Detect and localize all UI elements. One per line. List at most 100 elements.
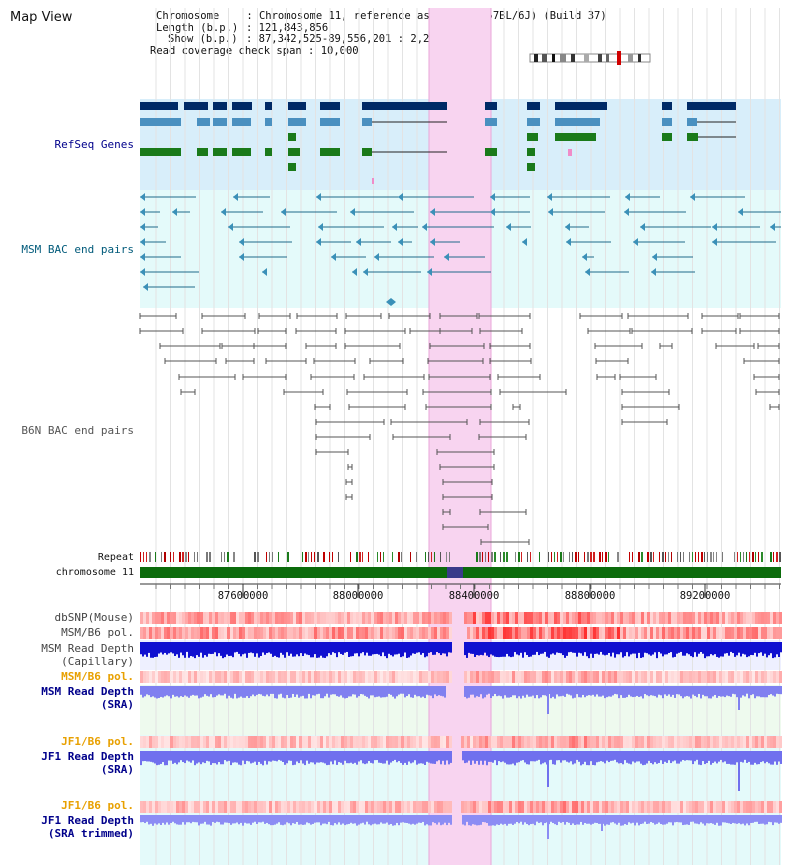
heat-cell [347, 612, 350, 624]
depth-bar [712, 751, 714, 763]
depth-bar [282, 686, 284, 698]
heat-cell [359, 612, 362, 624]
depth-bar [158, 751, 160, 765]
heat-cell [425, 801, 428, 813]
depth-bar [234, 686, 236, 694]
heat-cell [584, 627, 587, 639]
depth-bar [720, 686, 722, 697]
heat-cell [635, 736, 638, 748]
depth-bar [252, 815, 254, 823]
heat-cell [569, 627, 572, 639]
depth-bar [332, 751, 334, 765]
track-label-jf1-depth-trim[interactable]: JF1 Read Depth [41, 814, 134, 827]
depth-bar [558, 751, 560, 761]
heat-cell [146, 736, 149, 748]
heat-cell [311, 801, 314, 813]
heat-cell [611, 627, 614, 639]
repeat-element [653, 552, 654, 562]
depth-bar [300, 815, 302, 825]
depth-bar [574, 642, 576, 653]
depth-bar [768, 642, 770, 656]
track-label-jf1-pol-1[interactable]: JF1/B6 pol. [61, 735, 134, 748]
depth-bar [682, 686, 684, 699]
heat-cell [473, 612, 476, 624]
bac-end-marker [228, 223, 233, 231]
depth-bar [746, 815, 748, 824]
heat-cell [302, 801, 305, 813]
depth-bar [694, 751, 696, 762]
repeat-element [221, 552, 222, 562]
depth-bar [566, 686, 568, 694]
heat-cell [389, 612, 392, 624]
heat-cell [494, 627, 497, 639]
depth-bar [424, 751, 426, 766]
heat-cell [383, 627, 386, 639]
heat-cell [671, 671, 674, 683]
depth-bar [536, 751, 538, 761]
depth-bar [144, 686, 146, 697]
heat-cell [368, 736, 371, 748]
track-label-jf1-pol-2[interactable]: JF1/B6 pol. [61, 799, 134, 812]
depth-bar [436, 751, 438, 762]
depth-bar [692, 751, 694, 765]
depth-bar [256, 815, 258, 824]
depth-spike [547, 686, 549, 714]
heat-cell [179, 627, 182, 639]
track-label-msm-depth-sra[interactable]: MSM Read Depth [41, 685, 134, 698]
depth-bar [300, 642, 302, 654]
heat-cell [617, 612, 620, 624]
repeat-element [572, 552, 573, 562]
heat-cell [521, 801, 524, 813]
heat-cell [764, 612, 767, 624]
heat-cell [398, 736, 401, 748]
depth-bar [226, 642, 228, 655]
track-label-jf1-depth-sra[interactable]: JF1 Read Depth [41, 750, 134, 763]
track-label-msm-bac[interactable]: MSM BAC end pairs [21, 243, 134, 256]
heat-cell [164, 627, 167, 639]
repeat-element [680, 552, 681, 562]
track-label-dbsnp[interactable]: dbSNP(Mouse) [54, 611, 134, 624]
track-label-refseq[interactable]: RefSeq Genes [54, 138, 134, 151]
heat-cell [350, 612, 353, 624]
track-label-msm-pol-1[interactable]: MSM/B6 pol. [61, 626, 134, 639]
heat-cell [686, 736, 689, 748]
track-label-chromosome[interactable]: chromosome 11 [55, 567, 134, 578]
track-label-repeat[interactable]: Repeat [97, 552, 134, 563]
heat-cell [143, 671, 146, 683]
depth-bar [474, 642, 476, 657]
depth-bar [338, 642, 340, 653]
heat-cell [380, 612, 383, 624]
bac-end-marker [392, 223, 397, 231]
depth-bar [142, 642, 144, 657]
heat-cell [428, 627, 431, 639]
heat-cell [392, 612, 395, 624]
repeat-element [494, 552, 496, 562]
depth-bar [356, 751, 358, 765]
bac-end-marker [233, 193, 238, 201]
heat-cell [404, 612, 407, 624]
heat-cell [575, 736, 578, 748]
repeat-element [527, 552, 528, 562]
heat-cell [371, 801, 374, 813]
heat-cell [365, 627, 368, 639]
depth-bar [684, 642, 686, 656]
depth-bar [534, 642, 536, 655]
depth-bar [192, 686, 194, 695]
track-label-msm-depth-cap[interactable]: MSM Read Depth [41, 642, 134, 655]
heat-cell [314, 736, 317, 748]
heat-cell [566, 612, 569, 624]
depth-bar [578, 642, 580, 653]
track-label-b6n-bac[interactable]: B6N BAC end pairs [21, 424, 134, 437]
depth-bar [142, 815, 144, 823]
heat-cell [665, 612, 668, 624]
depth-bar [290, 686, 292, 698]
depth-bar [598, 642, 600, 655]
heat-cell [659, 612, 662, 624]
depth-bar [534, 751, 536, 762]
depth-bar [618, 642, 620, 655]
track-label-msm-pol-2[interactable]: MSM/B6 pol. [61, 670, 134, 683]
repeat-element [629, 552, 630, 562]
depth-bar [522, 686, 524, 696]
depth-bar [438, 642, 440, 654]
